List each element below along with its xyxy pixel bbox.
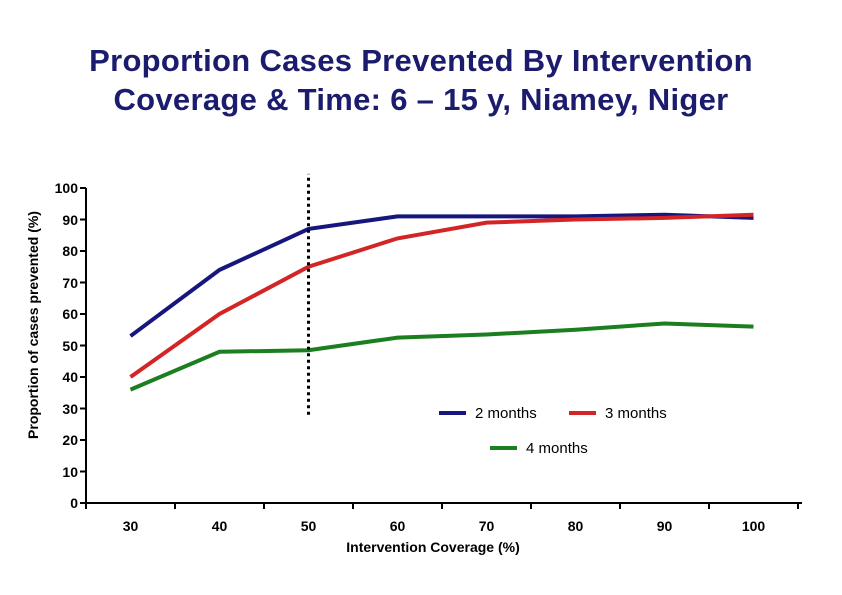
y-tick-label-10: 10: [62, 463, 78, 480]
y-tick-label-30: 30: [62, 400, 78, 417]
x-tick-label-60: 60: [389, 518, 406, 534]
legend-line-4-months-icon: [490, 446, 517, 450]
x-axis-title: Intervention Coverage (%): [346, 539, 520, 555]
y-tick-label-100: 100: [54, 180, 78, 196]
legend-item-3-months: 3 months: [569, 404, 667, 422]
y-tick-label-50: 50: [62, 337, 78, 354]
y-tick-label-90: 90: [62, 211, 78, 228]
y-tick-label-40: 40: [62, 369, 78, 385]
legend-line-2-months-icon: [439, 411, 466, 415]
y-tick-label-80: 80: [62, 243, 78, 259]
series-line-4-months: [129, 321, 754, 392]
y-axis-title: Proportion of cases prevented (%): [25, 211, 41, 439]
legend-label-2-months: 2 months: [475, 404, 537, 422]
y-tick-label-0: 0: [70, 495, 78, 511]
legend-item-4-months: 4 months: [490, 439, 588, 457]
legend-item-2-months: 2 months: [439, 404, 537, 422]
chart-title: Proportion Cases Prevented By Interventi…: [0, 41, 842, 119]
series-line-2-months: [129, 212, 754, 338]
x-tick-label-50: 50: [300, 518, 317, 534]
legend-label-3-months: 3 months: [605, 404, 667, 422]
legend-label-4-months: 4 months: [526, 439, 588, 457]
y-tick-label-20: 20: [62, 432, 78, 448]
y-tick-label-60: 60: [62, 306, 78, 322]
x-tick-label-40: 40: [211, 518, 228, 534]
x-tick-label-80: 80: [567, 518, 584, 534]
legend-line-3-months-icon: [569, 411, 596, 415]
x-tick-label-70: 70: [478, 518, 495, 534]
x-tick-label-100: 100: [741, 518, 766, 534]
series-line-3-months: [129, 212, 754, 379]
x-tick-label-90: 90: [656, 518, 673, 534]
chart-title-line1: Proportion Cases Prevented By Interventi…: [89, 43, 753, 78]
x-tick-label-30: 30: [122, 518, 139, 534]
y-tick-label-70: 70: [62, 274, 78, 291]
chart-title-line2: Coverage & Time: 6 – 15 y, Niamey, Niger: [113, 82, 729, 117]
